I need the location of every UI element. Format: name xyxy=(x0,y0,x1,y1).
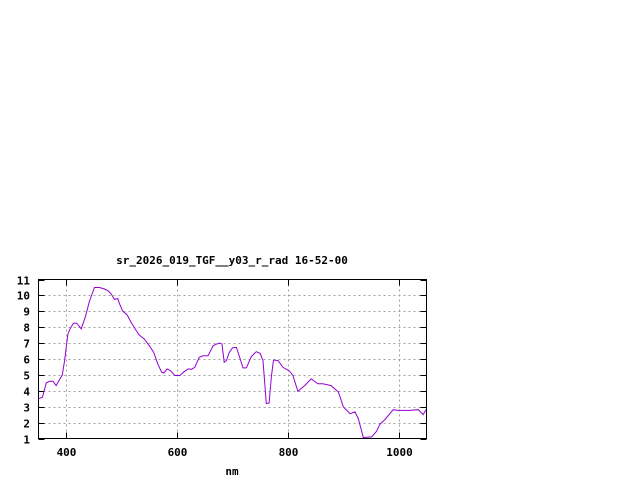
y-tick-label: 4 xyxy=(23,386,30,399)
y-tick-labels: 1 2 3 4 5 6 7 8 9 10 11 xyxy=(17,275,31,447)
y-tick-label: 3 xyxy=(23,402,30,415)
y-tick-label: 9 xyxy=(23,306,30,319)
y-tick-label: 10 xyxy=(17,290,30,303)
x-tick-label: 800 xyxy=(279,446,299,459)
series-line xyxy=(38,287,427,439)
chart-title: sr_2026_019_TGF__y03_r_rad 16-52-00 xyxy=(116,254,348,267)
x-tick-label: 400 xyxy=(57,446,77,459)
y-tick-label: 6 xyxy=(23,354,30,367)
y-tick-label: 2 xyxy=(23,418,30,431)
ticks xyxy=(38,279,427,440)
x-tick-label: 1000 xyxy=(386,446,413,459)
x-tick-labels: 400 600 800 1000 xyxy=(57,446,413,459)
x-tick-label: 600 xyxy=(168,446,188,459)
grid xyxy=(38,279,427,439)
y-tick-label: 1 xyxy=(23,434,30,447)
x-axis-label: nm xyxy=(225,465,239,478)
plot-frame xyxy=(38,279,427,439)
y-tick-label: 5 xyxy=(23,370,30,383)
y-tick-label: 7 xyxy=(23,338,30,351)
y-tick-label: 8 xyxy=(23,322,30,335)
y-tick-label: 11 xyxy=(17,275,31,288)
